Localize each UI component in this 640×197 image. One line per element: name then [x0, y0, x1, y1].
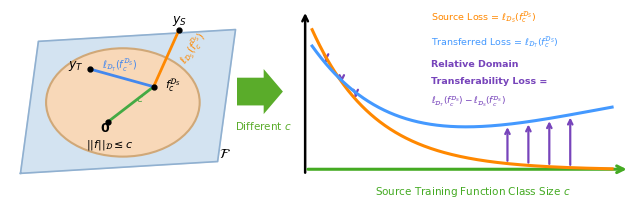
Polygon shape — [20, 30, 236, 173]
Ellipse shape — [46, 48, 200, 157]
Text: $y_T$: $y_T$ — [68, 59, 83, 73]
Text: Transferability Loss =: Transferability Loss = — [431, 77, 547, 86]
Text: $\ell_{\mathcal{D}_T}(f_c^{\mathcal{D}_S}) - \ell_{\mathcal{D}_S}(f_c^{\mathcal{: $\ell_{\mathcal{D}_T}(f_c^{\mathcal{D}_S… — [431, 94, 506, 109]
Text: $\mathbf{0}$: $\mathbf{0}$ — [100, 122, 110, 135]
Text: Different $c$: Different $c$ — [236, 120, 292, 132]
Text: $||f||_\mathcal{D} \leq c$: $||f||_\mathcal{D} \leq c$ — [86, 138, 134, 152]
Text: Source Training Function Class Size $c$: Source Training Function Class Size $c$ — [375, 185, 570, 197]
Text: $\mathcal{F}$: $\mathcal{F}$ — [220, 147, 231, 161]
Text: $f_c^{\mathcal{D}_S}$: $f_c^{\mathcal{D}_S}$ — [165, 77, 181, 94]
Text: Relative Domain: Relative Domain — [431, 60, 518, 69]
Text: Source Loss = $\ell_{\mathcal{D}_S}(f_c^{\mathcal{D}_S})$: Source Loss = $\ell_{\mathcal{D}_S}(f_c^… — [431, 10, 536, 26]
Text: $c$: $c$ — [136, 94, 143, 104]
FancyArrow shape — [237, 69, 283, 114]
Text: $\ell_{\mathcal{D}_T}(f_c^{\mathcal{D}_S})$: $\ell_{\mathcal{D}_T}(f_c^{\mathcal{D}_S… — [102, 58, 138, 74]
Text: $y_S$: $y_S$ — [172, 14, 187, 28]
Text: Transferred Loss = $\ell_{\mathcal{D}_T}(f_c^{\mathcal{D}_S})$: Transferred Loss = $\ell_{\mathcal{D}_T}… — [431, 35, 558, 51]
Text: $\ell_{\mathcal{D}_S}(f_c^{\mathcal{D}_S})$: $\ell_{\mathcal{D}_S}(f_c^{\mathcal{D}_S… — [177, 30, 210, 68]
